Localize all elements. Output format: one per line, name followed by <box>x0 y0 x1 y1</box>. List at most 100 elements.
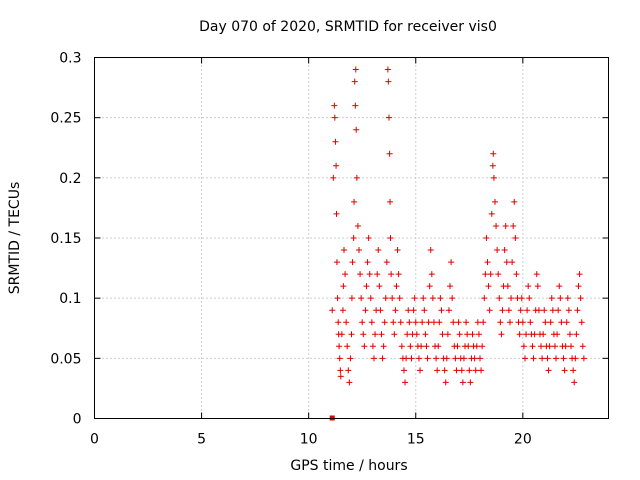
data-point <box>487 271 494 278</box>
data-point <box>561 367 568 374</box>
data-point <box>429 295 436 302</box>
data-point <box>490 174 497 181</box>
data-point <box>406 319 413 326</box>
data-point <box>433 355 440 362</box>
data-point <box>473 343 480 350</box>
data-point <box>402 379 409 386</box>
data-point <box>575 283 582 290</box>
data-point <box>573 331 580 338</box>
data-point <box>566 331 573 338</box>
data-point <box>383 259 390 266</box>
data-point <box>501 247 508 254</box>
data-point <box>495 271 502 278</box>
data-point <box>443 355 450 362</box>
data-point <box>369 343 376 350</box>
data-point <box>505 307 512 314</box>
data-point <box>395 271 402 278</box>
data-point <box>445 307 452 314</box>
data-point <box>539 355 546 362</box>
data-point <box>480 319 487 326</box>
data-point <box>389 295 396 302</box>
data-point <box>378 331 385 338</box>
data-point <box>519 319 526 326</box>
data-point <box>518 295 525 302</box>
data-point <box>425 319 432 326</box>
data-point <box>496 295 503 302</box>
data-point <box>361 343 368 350</box>
data-point <box>352 66 359 73</box>
data-point <box>376 283 383 290</box>
data-point <box>412 319 419 326</box>
data-point <box>365 235 372 241</box>
data-point <box>426 283 433 290</box>
data-point <box>410 307 417 314</box>
data-point <box>388 271 395 278</box>
data-point <box>359 319 366 326</box>
data-point <box>456 331 463 338</box>
data-point <box>384 66 391 73</box>
data-point <box>377 307 384 314</box>
data-point <box>454 343 461 350</box>
data-point <box>360 331 367 338</box>
data-point <box>472 367 479 374</box>
data-point <box>351 198 358 205</box>
data-point <box>498 331 505 338</box>
data-point <box>531 331 538 338</box>
data-point <box>558 319 565 326</box>
x-tick-label: 0 <box>90 432 99 448</box>
data-point <box>452 355 459 362</box>
data-point <box>398 343 405 350</box>
data-point <box>534 283 541 290</box>
data-point <box>502 222 509 229</box>
data-point <box>546 343 553 350</box>
data-point <box>350 235 357 241</box>
data-point <box>464 331 471 338</box>
data-point <box>380 343 387 350</box>
data-point <box>392 307 399 314</box>
data-point <box>415 355 422 362</box>
data-point <box>366 271 373 278</box>
data-point <box>521 355 528 362</box>
data-point <box>428 271 435 278</box>
data-point <box>506 319 513 326</box>
x-tick-label: 10 <box>300 432 318 448</box>
data-point <box>427 247 434 254</box>
data-point <box>458 367 465 374</box>
data-point <box>417 367 424 374</box>
data-point <box>363 283 370 290</box>
data-point <box>352 102 359 109</box>
data-point <box>379 355 386 362</box>
data-point <box>355 247 362 254</box>
data-point <box>482 271 489 278</box>
data-point <box>491 198 498 205</box>
data-point <box>508 295 515 302</box>
chart-title: Day 070 of 2020, SRMTID for receiver vis… <box>199 19 497 35</box>
data-point <box>404 331 411 338</box>
x-tick-label: 15 <box>407 432 425 448</box>
data-point <box>403 355 410 362</box>
data-point <box>579 343 586 350</box>
data-point <box>497 319 504 326</box>
data-point <box>436 319 443 326</box>
data-point <box>381 319 388 326</box>
data-point <box>474 319 481 326</box>
data-point <box>544 355 551 362</box>
data-point <box>513 271 520 278</box>
data-point <box>551 343 558 350</box>
data-point <box>422 331 429 338</box>
data-point <box>408 355 415 362</box>
data-point <box>335 319 342 326</box>
data-point <box>499 307 506 314</box>
data-point <box>489 162 496 169</box>
x-tick-label: 20 <box>514 432 532 448</box>
data-point <box>463 319 470 326</box>
data-point <box>340 283 347 290</box>
data-point <box>478 367 485 374</box>
data-point <box>333 259 340 266</box>
y-tick-label: 0 <box>73 412 82 428</box>
data-point <box>424 355 431 362</box>
data-point <box>520 343 527 350</box>
data-point <box>490 150 497 157</box>
data-point <box>554 331 561 338</box>
